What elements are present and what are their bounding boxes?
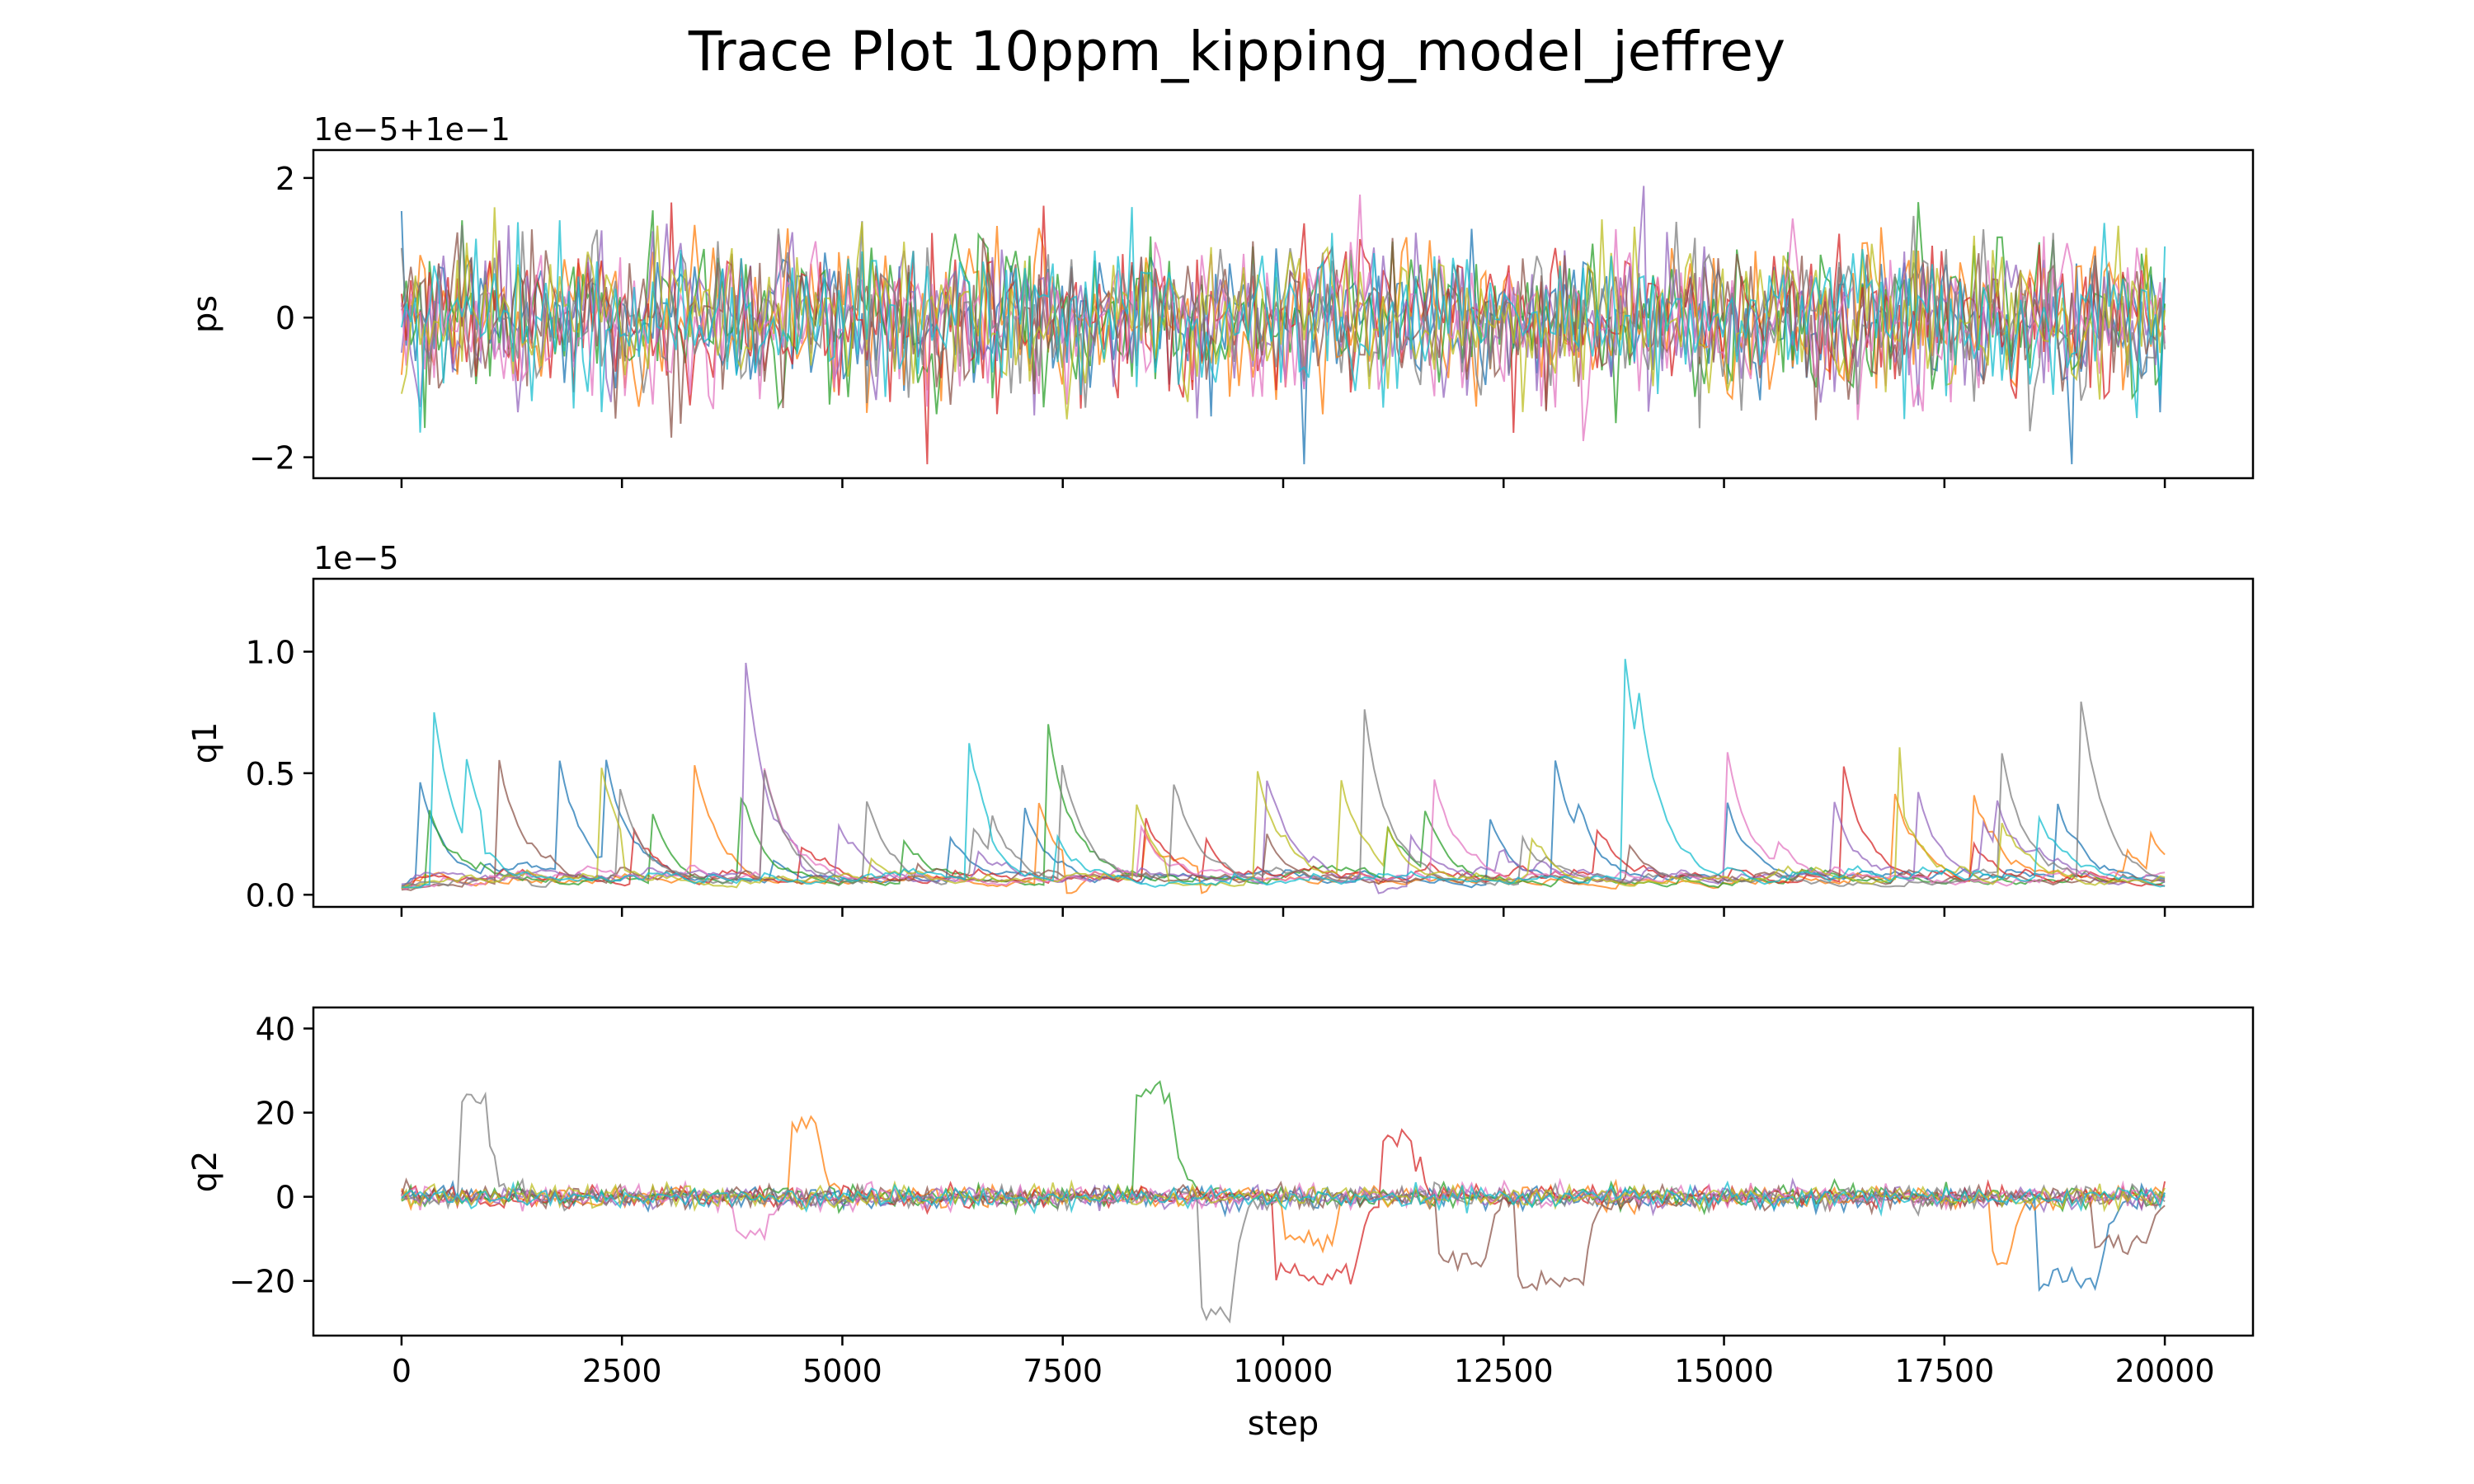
x-tick-label: 17500: [1894, 1353, 1994, 1389]
axes-frame: [312, 1006, 2255, 1337]
y-axis-label: q1: [186, 722, 224, 764]
trace-line-walker-10: [400, 207, 2166, 433]
trace-line-walker-6: [401, 759, 2166, 891]
axis-offset-label: 1e−5+1e−1: [313, 111, 510, 148]
trace-line-walker-9: [400, 207, 2166, 420]
y-tick-label: 40: [256, 1012, 295, 1048]
x-axis-label: step: [1248, 1405, 1319, 1443]
x-tick-label: 12500: [1454, 1353, 1554, 1389]
panel-q2: −20 0 20 40 0 2500 5000 7500 10000 12500 15000 1750…: [186, 1006, 2255, 1389]
trace-line-walker-10: [401, 1180, 2166, 1217]
x-tick-label: 0: [392, 1353, 412, 1389]
y-tick-label: −2: [249, 440, 295, 477]
x-tick-label: 10000: [1234, 1353, 1333, 1389]
y-tick-label: 2: [275, 161, 295, 197]
y-tick-label: 0.5: [246, 756, 295, 792]
panel-q1: 0.0 0.5 1.0 q1 1e−5: [186, 540, 2255, 917]
y-tick-label: −20: [229, 1264, 295, 1300]
x-tick-label: 2500: [582, 1353, 662, 1389]
y-axis-label: ps: [186, 295, 224, 333]
trace-line-walker-8: [400, 215, 2166, 432]
trace-line-walker-8: [401, 701, 2166, 889]
y-tick-label: 20: [256, 1096, 295, 1132]
y-tick-label: 1.0: [246, 634, 295, 670]
axis-offset-label: 1e−5: [313, 540, 399, 576]
walker-traces: [401, 659, 2166, 895]
trace-line-walker-9: [400, 1179, 2166, 1213]
x-tick-label: 20000: [2115, 1353, 2215, 1389]
trace-line-walker-7: [401, 752, 2166, 890]
trace-line-walker-10: [401, 659, 2166, 889]
walker-traces: [400, 1080, 2166, 1324]
y-axis-label: q2: [186, 1151, 224, 1193]
x-tick-label: 15000: [1674, 1353, 1774, 1389]
trace-line-walker-1: [401, 759, 2166, 889]
y-tick-label: 0: [275, 1180, 295, 1216]
chart-title: Trace Plot 10ppm_kipping_model_jeffrey: [688, 20, 1786, 83]
walker-traces: [400, 186, 2166, 465]
x-tick-label: 7500: [1023, 1353, 1103, 1389]
trace-line-walker-5: [401, 662, 2166, 895]
trace-line-walker-8: [401, 1091, 2166, 1324]
x-tick-label: 5000: [802, 1353, 882, 1389]
y-tick-label: 0: [275, 300, 295, 336]
panel-ps: −2 0 2 ps 1e−5+1e−1: [186, 111, 2255, 488]
y-tick-label: 0.0: [246, 877, 295, 913]
axes-frame: [312, 577, 2255, 909]
